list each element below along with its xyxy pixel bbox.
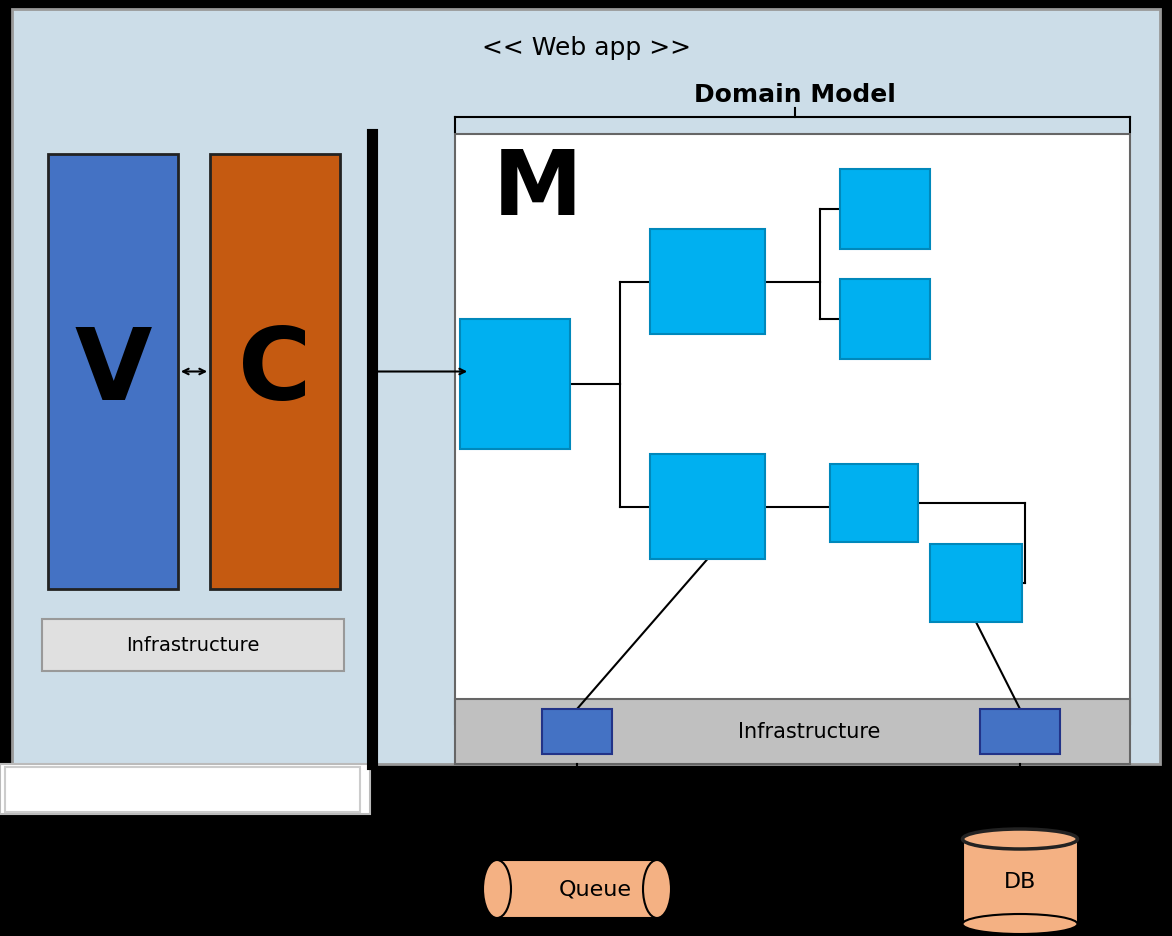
Bar [931,545,1022,622]
Bar [830,464,918,543]
Bar [5,768,360,812]
Ellipse shape [962,829,1077,849]
Bar [42,620,345,671]
Ellipse shape [643,860,672,918]
Text: M: M [493,146,582,234]
Bar [541,709,612,754]
Bar [459,320,570,449]
Bar [840,280,931,359]
Text: C: C [238,324,312,420]
Text: Infrastructure: Infrastructure [738,722,881,741]
Bar [455,699,1130,764]
Text: DB: DB [1003,871,1036,892]
Bar [455,135,1130,724]
Bar [12,10,1160,764]
Bar [962,839,1077,924]
Text: Domain Model: Domain Model [694,83,895,107]
Text: << Web app >>: << Web app >> [482,36,690,60]
Ellipse shape [483,860,511,918]
Text: Queue: Queue [559,879,632,899]
Text: V: V [74,324,151,420]
Bar [840,169,931,250]
Bar [210,154,340,590]
Text: Infrastructure: Infrastructure [127,636,260,655]
Bar [980,709,1059,754]
Bar [497,860,657,918]
Bar [650,229,765,335]
Ellipse shape [962,914,1077,934]
Bar [0,764,370,814]
Bar [48,154,178,590]
Ellipse shape [962,829,1077,849]
Bar [650,455,765,560]
